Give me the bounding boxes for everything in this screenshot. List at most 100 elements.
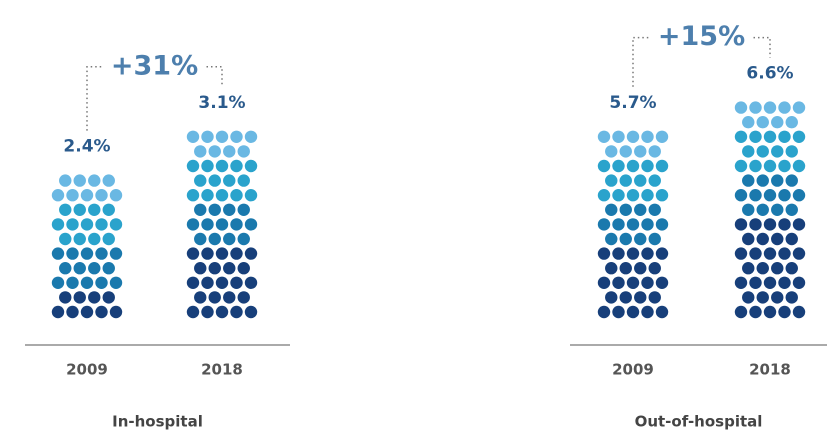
dot <box>742 145 755 158</box>
dot <box>763 218 777 231</box>
dot <box>66 247 79 260</box>
dot <box>223 232 236 246</box>
dot <box>605 262 618 275</box>
dot <box>66 189 79 202</box>
dot <box>626 276 640 289</box>
dot <box>778 247 791 260</box>
dot <box>194 174 207 187</box>
x-axis-label: Out-of-hospital <box>635 413 763 431</box>
dot <box>742 116 755 129</box>
value-label: 6.6% <box>746 64 793 84</box>
dot <box>102 262 115 275</box>
dot <box>223 262 236 275</box>
dot <box>734 159 748 173</box>
dot <box>734 218 748 231</box>
dot <box>771 145 784 158</box>
dot <box>641 247 654 260</box>
dot <box>792 276 806 289</box>
dot <box>734 101 748 114</box>
dot <box>792 130 806 143</box>
dot <box>194 232 207 246</box>
dot <box>215 189 229 202</box>
dot <box>749 130 762 143</box>
dot <box>95 218 108 231</box>
dot <box>186 159 200 173</box>
dot <box>634 291 647 304</box>
dot <box>619 174 632 187</box>
dot <box>771 174 784 187</box>
dot <box>634 145 647 158</box>
dot <box>237 232 250 246</box>
dot <box>655 247 669 260</box>
dot <box>648 232 661 246</box>
dot <box>612 276 625 289</box>
dot <box>785 145 798 158</box>
dot <box>749 101 762 114</box>
dot <box>785 291 798 304</box>
dot <box>778 101 791 114</box>
value-label: 2.4% <box>63 137 110 157</box>
dot <box>749 247 762 260</box>
dot <box>785 262 798 275</box>
dot <box>208 174 221 187</box>
dot <box>785 232 798 246</box>
dot <box>742 262 755 275</box>
dot <box>597 218 611 231</box>
dot <box>785 203 798 216</box>
dot <box>66 276 79 289</box>
dot <box>734 130 748 143</box>
dot <box>95 189 108 202</box>
dot <box>771 262 784 275</box>
dot <box>634 203 647 216</box>
dot <box>194 262 207 275</box>
dot <box>80 189 94 202</box>
dot <box>194 291 207 304</box>
annotation: +15% <box>658 21 745 52</box>
dot <box>763 276 777 289</box>
dot <box>201 130 214 143</box>
dot <box>186 276 200 289</box>
dot <box>655 218 669 231</box>
dot-column <box>51 174 123 319</box>
dot <box>634 174 647 187</box>
dot <box>648 145 661 158</box>
dot <box>763 159 777 173</box>
dot <box>88 232 101 246</box>
dot <box>749 218 762 231</box>
dot <box>244 247 258 260</box>
dot <box>215 276 229 289</box>
dot <box>208 232 221 246</box>
dot <box>102 203 115 216</box>
dot <box>186 130 200 143</box>
dot <box>597 189 611 202</box>
dot <box>742 203 755 216</box>
dot <box>619 291 632 304</box>
dot <box>208 145 221 158</box>
dot <box>201 305 214 319</box>
category-label: 2009 <box>612 361 654 379</box>
dot <box>734 276 748 289</box>
dot <box>215 247 229 260</box>
dot <box>605 145 618 158</box>
dot <box>244 218 258 231</box>
dot <box>641 305 654 319</box>
dot <box>59 232 72 246</box>
annotation: +31% <box>111 50 198 81</box>
dot <box>785 116 798 129</box>
dot <box>619 145 632 158</box>
dot <box>237 262 250 275</box>
dot <box>785 174 798 187</box>
dot <box>763 189 777 202</box>
dot <box>612 218 625 231</box>
dot <box>734 247 748 260</box>
dot <box>771 116 784 129</box>
dot <box>756 116 769 129</box>
dot <box>756 145 769 158</box>
dot <box>244 159 258 173</box>
dot <box>641 218 654 231</box>
dot <box>612 189 625 202</box>
bracket <box>86 66 103 131</box>
dot <box>51 305 65 319</box>
dot <box>244 276 258 289</box>
dot <box>605 232 618 246</box>
